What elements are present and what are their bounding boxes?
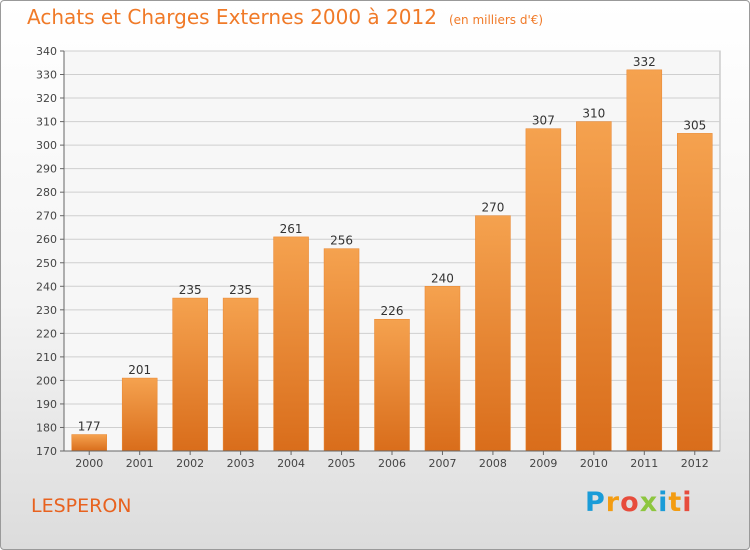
- x-tick-label: 2012: [681, 457, 709, 470]
- y-tick-label: 190: [36, 398, 57, 411]
- y-tick-label: 260: [36, 233, 57, 246]
- chart-title-block: Achats et Charges Externes 2000 à 2012 (e…: [27, 5, 543, 29]
- logo-letter: x: [639, 487, 659, 518]
- logo-letter: t: [668, 487, 683, 518]
- logo-letter: P: [585, 487, 606, 518]
- data-label: 235: [179, 283, 202, 297]
- data-label: 307: [532, 114, 555, 128]
- bars: 177 201 235 235 261 256 226 240 270 307 310 332 305: [71, 55, 713, 452]
- data-label: 201: [128, 363, 151, 377]
- bar: [525, 128, 562, 452]
- bar: [121, 377, 158, 452]
- data-label: 177: [78, 420, 101, 434]
- x-tick-label: 2008: [479, 457, 507, 470]
- y-tick-label: 340: [36, 45, 57, 58]
- data-label: 270: [481, 201, 504, 215]
- y-tick-label: 290: [36, 163, 57, 176]
- data-label: 261: [280, 222, 303, 236]
- y-tick-label: 310: [36, 116, 57, 129]
- data-label: 226: [381, 304, 404, 318]
- y-tick-label: 170: [36, 445, 57, 458]
- x-tick-label: 2003: [227, 457, 255, 470]
- data-label: 235: [229, 283, 252, 297]
- y-tick-label: 330: [36, 69, 57, 82]
- y-tick-label: 270: [36, 210, 57, 223]
- data-label: 310: [582, 107, 605, 121]
- bar: [677, 133, 713, 452]
- logo-letter: o: [620, 487, 640, 518]
- y-tick-label: 180: [36, 421, 57, 434]
- x-tick-label: 2004: [277, 457, 305, 470]
- data-label: 332: [633, 55, 656, 69]
- bar: [576, 121, 612, 452]
- data-label: 240: [431, 271, 454, 285]
- y-tick-label: 300: [36, 139, 57, 152]
- x-tick-label: 2009: [529, 457, 557, 470]
- data-label: 256: [330, 234, 353, 248]
- x-tick-label: 2001: [126, 457, 154, 470]
- y-tick-label: 230: [36, 304, 57, 317]
- bar: [71, 434, 107, 452]
- y-axis: 170 180 190 200 210 220 230 240 250 260 270 280 290 3…: [36, 45, 65, 458]
- logo-letter: i: [658, 487, 669, 518]
- bar: [374, 318, 410, 452]
- bar: [626, 69, 663, 452]
- logo-letter: r: [605, 487, 621, 518]
- y-tick-label: 240: [36, 280, 57, 293]
- chart-unit: (en milliers d'€): [448, 13, 544, 27]
- x-tick-label: 2006: [378, 457, 406, 470]
- y-tick-label: 200: [36, 374, 57, 387]
- x-axis: 2000 2001 2002 2003 2004 2005 2006 2007 2008 2009…: [64, 450, 720, 470]
- x-tick-label: 2002: [176, 457, 204, 470]
- y-tick-label: 280: [36, 186, 57, 199]
- chart-title: Achats et Charges Externes 2000 à 2012: [27, 5, 437, 29]
- x-tick-label: 2011: [630, 457, 658, 470]
- x-tick-label: 2010: [580, 457, 608, 470]
- proxiti-logo: Proxiti: [585, 487, 693, 518]
- x-tick-label: 2007: [428, 457, 456, 470]
- y-tick-label: 250: [36, 257, 57, 270]
- y-tick-label: 320: [36, 92, 57, 105]
- x-tick-label: 2005: [328, 457, 356, 470]
- commune-name: LESPERON: [31, 495, 132, 517]
- bar: [222, 297, 259, 452]
- data-label: 305: [683, 118, 706, 132]
- y-tick-label: 210: [36, 351, 57, 364]
- logo-letter: i: [682, 487, 693, 518]
- x-tick-label: 2000: [75, 457, 103, 470]
- bar: [172, 297, 208, 452]
- bar: [475, 215, 511, 452]
- bar: [323, 248, 360, 452]
- y-tick-label: 220: [36, 327, 57, 340]
- bar: [424, 286, 461, 452]
- bar: [273, 236, 309, 452]
